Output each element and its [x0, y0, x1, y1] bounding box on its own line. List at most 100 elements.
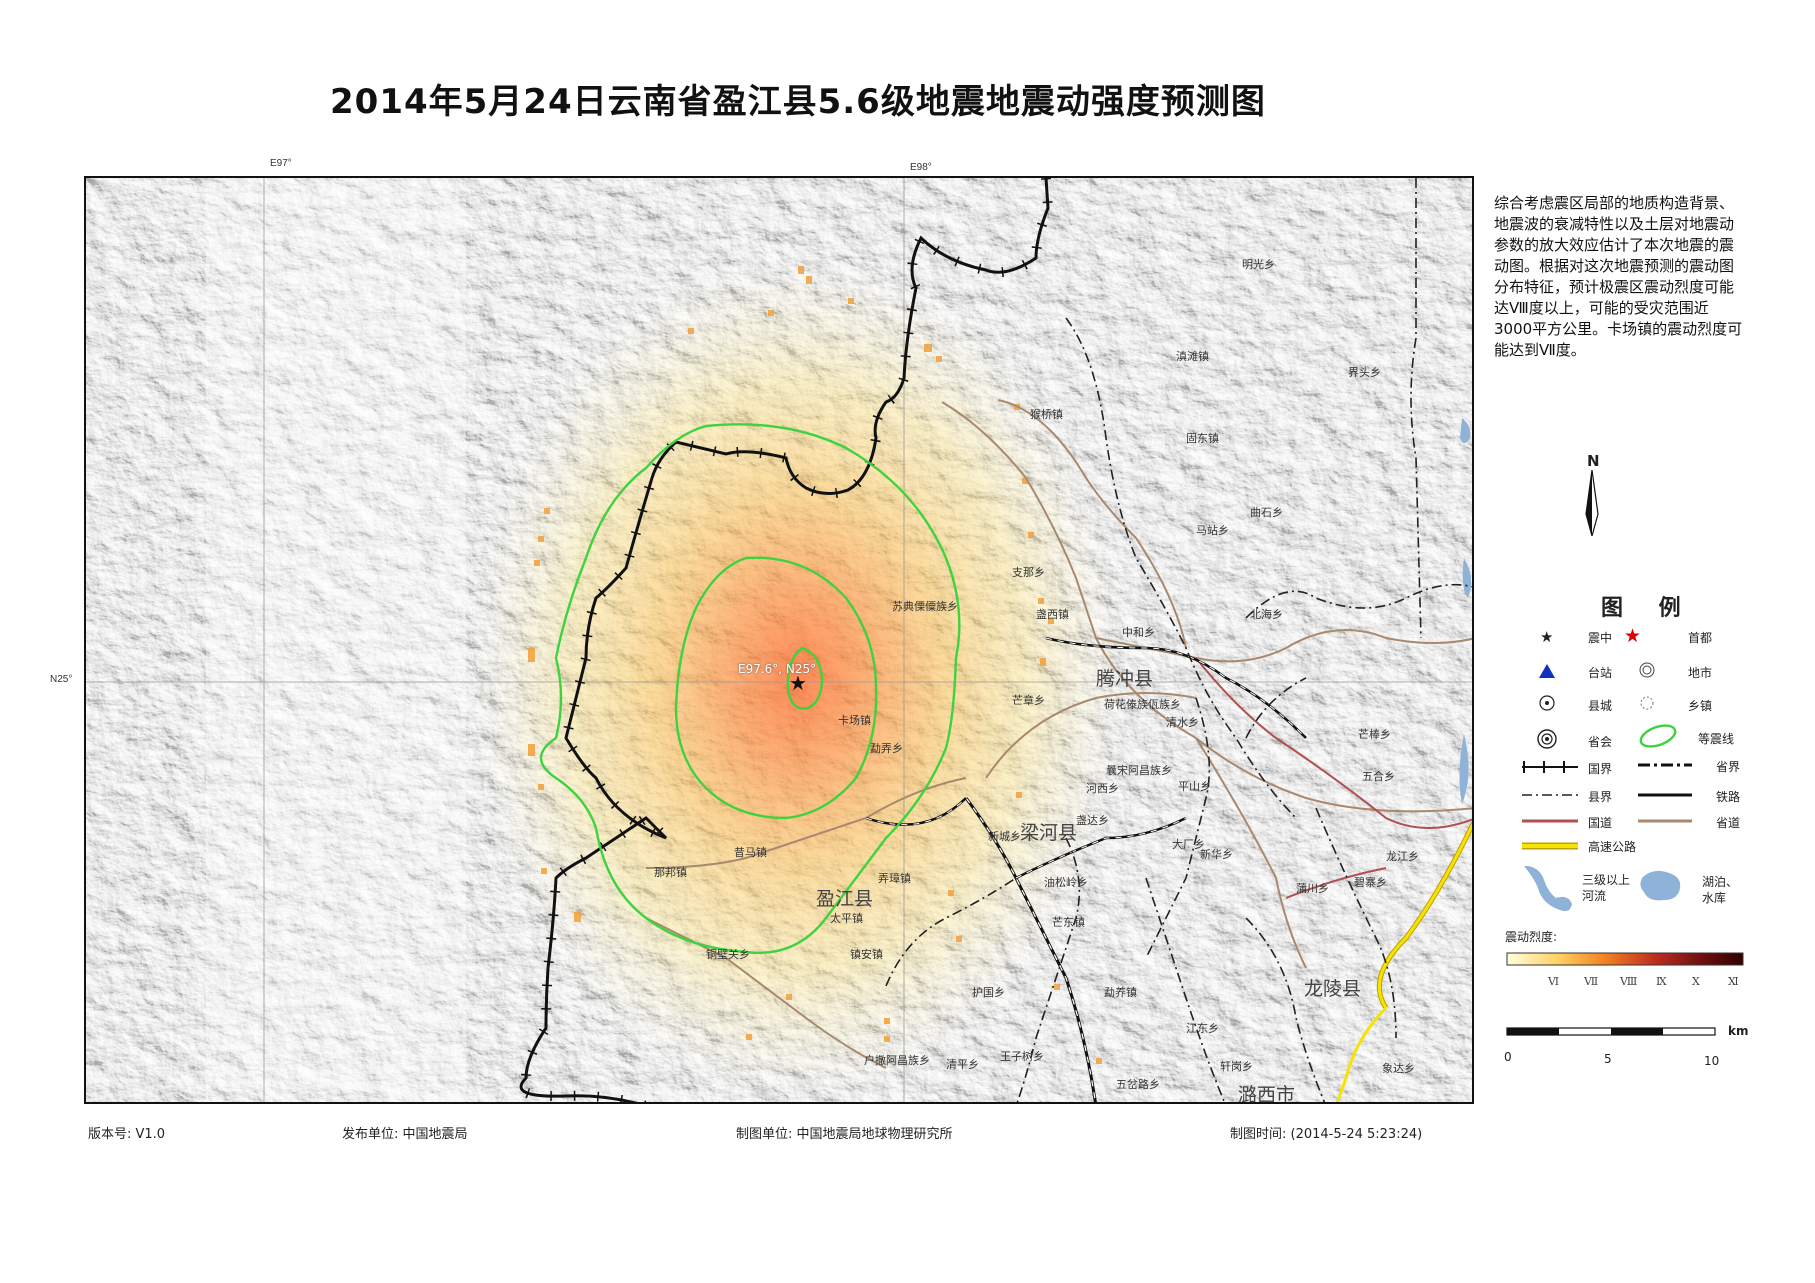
place-label: 象达乡 [1382, 1062, 1415, 1075]
isoseismal-lines [539, 423, 961, 954]
prefecture-city-icon [1639, 662, 1655, 678]
legend-national-border: 国界 [1588, 762, 1613, 776]
legend-county-border: 县界 [1588, 790, 1613, 804]
county-town-icon [1539, 695, 1555, 711]
national-roads [1195, 657, 1472, 899]
scale-label-10: 10 [1704, 1054, 1720, 1068]
shake-map[interactable]: ★ E97.6°, N25° 明光乡 滇滩镇 界头乡 猴桥镇 固东镇 曲石乡 马… [84, 176, 1474, 1104]
north-label: N [1587, 452, 1600, 470]
railways [865, 636, 1307, 1102]
place-label: 平山乡 [1178, 780, 1211, 793]
intensity-level-label: Ⅷ [1620, 975, 1638, 988]
place-label: 芒棒乡 [1358, 728, 1391, 741]
place-label-county: 潞西市 [1238, 1084, 1296, 1104]
footer-time: 制图时间: (2014-5-24 5:23:24) [1230, 1127, 1423, 1142]
legend-river: 三级以上河流 [1582, 873, 1631, 903]
place-label: 河西乡 [1086, 782, 1119, 795]
place-label: 碧寨乡 [1354, 876, 1387, 889]
legend-railway: 铁路 [1716, 790, 1741, 804]
intensity-level-label: Ⅵ [1548, 975, 1560, 988]
place-label: 王子树乡 [1000, 1050, 1044, 1063]
epicenter-star-icon: ★ [789, 671, 807, 695]
legend-provincial-road: 省道 [1716, 816, 1741, 830]
footer-publisher: 发布单位: 中国地震局 [342, 1127, 468, 1142]
place-label: 明光乡 [1242, 258, 1275, 271]
north-arrow-icon [1585, 470, 1599, 536]
place-label: 新城乡 [988, 830, 1021, 843]
scale-label-5: 5 [1604, 1052, 1612, 1066]
national-road-icon [1522, 819, 1578, 823]
epicenter-icon: ★ [1540, 628, 1554, 646]
place-label: 中和乡 [1122, 626, 1155, 639]
place-label: 那邦镇 [654, 866, 687, 879]
legend-provincial-border: 省界 [1716, 760, 1741, 774]
intensity-shading [86, 178, 1472, 1102]
place-label: 芒章乡 [1012, 694, 1045, 707]
place-label: 轩岗乡 [1220, 1060, 1253, 1073]
legend-county-town: 县城 [1588, 699, 1613, 713]
legend-township: 乡镇 [1688, 699, 1713, 713]
scale-unit: km [1728, 1024, 1749, 1038]
place-label: 油松岭乡 [1044, 876, 1088, 889]
national-border-icon [1522, 761, 1578, 773]
place-label: 江东乡 [1186, 1022, 1219, 1035]
place-label: 卡场镇 [838, 714, 871, 727]
place-label: 太平镇 [830, 912, 863, 925]
intensity-level-label: Ⅸ [1656, 975, 1667, 988]
river-icon [1524, 866, 1572, 912]
place-label: 大厂乡 [1172, 838, 1205, 851]
township-icon [1640, 696, 1654, 710]
legend-title: 图 例 [1601, 596, 1695, 621]
footer-version: 版本号: V1.0 [88, 1127, 166, 1142]
place-label: 五合乡 [1362, 770, 1395, 783]
intensity-level-label: Ⅹ [1692, 975, 1700, 988]
place-label: 清水乡 [1166, 716, 1199, 729]
provincial-roads [645, 399, 1472, 1069]
scale-bar [1506, 1027, 1716, 1036]
place-label-county: 腾冲县 [1096, 668, 1154, 690]
lon-label-e98: E98° [910, 162, 932, 173]
place-label: 猴桥镇 [1030, 408, 1063, 421]
map-canvas: ★ [86, 178, 1472, 1102]
place-label: 勐弄乡 [870, 742, 903, 755]
highway-icon [1522, 842, 1578, 850]
railway-icon [1638, 793, 1692, 797]
legend-highway: 高速公路 [1588, 840, 1637, 854]
place-label: 盏达乡 [1076, 814, 1109, 827]
isoseismal-icon [1639, 724, 1677, 748]
capital-star-icon: ★ [1624, 625, 1642, 647]
place-label: 曩宋阿昌族乡 [1106, 764, 1172, 777]
provincial-border-icon [1638, 763, 1692, 767]
legend-epicenter: 震中 [1588, 631, 1613, 645]
map-description: 综合考虑震区局部的地质构造背景、地震波的衰减特性以及土层对地震动参数的放大效应估… [1494, 194, 1743, 359]
map-title: 2014年5月24日云南省盈江县5.6级地震地震动强度预测图 [330, 82, 1266, 122]
footer-producer: 制图单位: 中国地震局地球物理研究所 [736, 1127, 953, 1142]
place-label-county: 龙陵县 [1304, 978, 1362, 1000]
provincial-capital-icon [1537, 729, 1557, 749]
county-border-icon [1522, 794, 1578, 796]
lat-label-n25: N25° [50, 674, 73, 685]
water-bodies [1459, 418, 1472, 804]
epicenter-label: E97.6°, N25° [738, 662, 817, 676]
intensity-level-label: Ⅶ [1584, 975, 1599, 988]
intensity-title: 震动烈度: [1505, 930, 1558, 944]
legend-lake: 湖泊、水库 [1702, 875, 1739, 905]
scattered-cells [528, 266, 1102, 1064]
legend-prefecture-city: 地市 [1688, 666, 1713, 680]
place-label: 昔马镇 [734, 846, 767, 859]
place-label: 弄璋镇 [878, 872, 911, 885]
scale-label-0: 0 [1504, 1050, 1512, 1064]
place-label: 勐养镇 [1104, 986, 1137, 999]
place-label: 曲石乡 [1250, 506, 1283, 519]
station-triangle-icon [1539, 664, 1555, 678]
place-label: 北海乡 [1250, 608, 1283, 621]
legend-capital: 首都 [1688, 631, 1713, 645]
place-label: 滇滩镇 [1176, 350, 1209, 363]
place-label: 清平乡 [946, 1058, 979, 1071]
place-label: 荷花傣族佤族乡 [1104, 698, 1181, 711]
place-label: 苏典傈僳族乡 [892, 600, 958, 613]
place-label: 新华乡 [1200, 848, 1233, 861]
place-label: 支那乡 [1012, 566, 1045, 579]
provincial-road-icon [1638, 819, 1692, 823]
lon-label-e97: E97° [270, 158, 292, 169]
